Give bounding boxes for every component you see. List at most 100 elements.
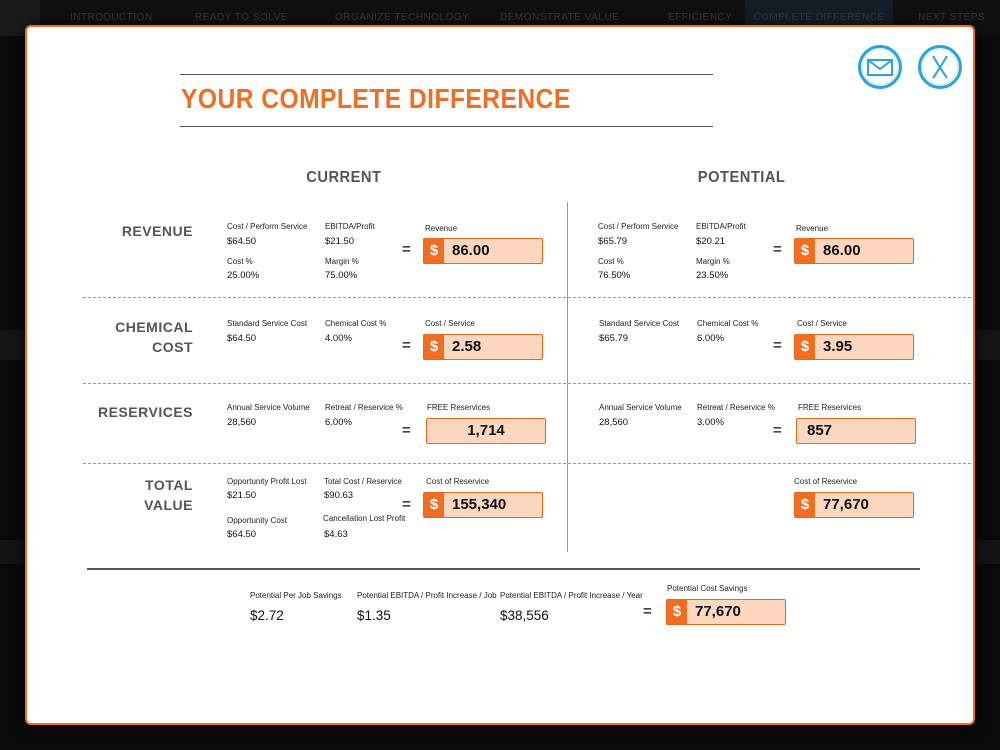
result-value: 77,670 — [695, 600, 741, 624]
margin-percent-label: Margin % — [325, 257, 359, 266]
row-label-line: VALUE — [73, 495, 193, 515]
equals-sign: = — [402, 422, 411, 439]
potential-free-reservices-result: 857 — [796, 418, 916, 444]
margin-percent-label: Margin % — [696, 257, 730, 266]
equals-sign: = — [773, 422, 782, 439]
current-heading: CURRENT — [306, 169, 381, 187]
equals-sign: = — [643, 603, 652, 620]
equals-sign: = — [773, 337, 782, 354]
cost-perform-service-value: $64.50 — [227, 236, 256, 247]
cost-perform-service-value: $65.79 — [598, 236, 627, 247]
chemical-cost-percent-value: 6.00% — [697, 333, 724, 344]
annual-service-volume-value: 28,560 — [227, 417, 256, 428]
margin-percent-value: 75.00% — [325, 270, 357, 281]
cost-percent-label: Cost % — [227, 257, 253, 266]
ebitda-profit-label: EBITDA/Profit — [696, 222, 746, 231]
total-cost-reservice-value: $90.63 — [324, 490, 353, 501]
retreat-reservice-percent-value: 6.00% — [325, 417, 352, 428]
result-value: 86.00 — [823, 239, 861, 263]
current-revenue-result: $ 86.00 — [423, 238, 543, 264]
opportunity-profit-lost-value: $21.50 — [227, 490, 256, 501]
annual-service-volume-label: Annual Service Volume — [599, 403, 682, 412]
chemical-cost-percent-label: Chemical Cost % — [697, 319, 758, 328]
title-top-rule — [180, 74, 713, 75]
margin-percent-value: 23.50% — [696, 270, 728, 281]
close-x-icon — [921, 48, 959, 86]
cost-per-service-label: Cost / Service — [797, 319, 847, 328]
dollar-icon: $ — [795, 335, 815, 359]
ebitda-profit-value: $20.21 — [696, 236, 725, 247]
potential-heading: POTENTIAL — [698, 169, 786, 187]
row-divider — [83, 383, 971, 384]
current-cost-per-service-result: $ 2.58 — [423, 334, 543, 360]
retreat-reservice-percent-label: Retreat / Reservice % — [325, 403, 403, 412]
ebitda-profit-value: $21.50 — [325, 236, 354, 247]
envelope-icon — [861, 48, 899, 86]
dollar-icon: $ — [424, 239, 444, 263]
row-label-line: CHEMICAL — [73, 317, 193, 337]
row-label-line: COST — [73, 337, 193, 357]
dollar-icon: $ — [795, 239, 815, 263]
row-label-chemical-cost: CHEMICAL COST — [73, 317, 193, 357]
cost-percent-value: 76.50% — [598, 270, 630, 281]
equals-sign: = — [773, 241, 782, 258]
equals-sign: = — [402, 496, 411, 513]
result-value: 3.95 — [823, 335, 852, 359]
annual-service-volume-value: 28,560 — [599, 417, 628, 428]
equals-sign: = — [402, 241, 411, 258]
per-job-savings-value: $2.72 — [250, 608, 284, 623]
opportunity-cost-label: Opportunity Cost — [227, 516, 287, 525]
cancellation-lost-profit-value: $4.63 — [324, 529, 348, 540]
retreat-reservice-percent-value: 3.00% — [697, 417, 724, 428]
cancellation-lost-profit-label: Cancellation Lost Profit — [323, 514, 405, 523]
free-reservices-label: FREE Reservices — [798, 403, 861, 412]
potential-cost-savings-label: Potential Cost Savings — [667, 584, 748, 593]
cost-percent-value: 25.00% — [227, 270, 259, 281]
dollar-icon: $ — [424, 335, 444, 359]
chemical-cost-percent-label: Chemical Cost % — [325, 319, 386, 328]
cost-perform-service-label: Cost / Perform Service — [598, 222, 678, 231]
row-label-line: TOTAL — [73, 475, 193, 495]
row-label-reservices: RESERVICES — [73, 402, 193, 422]
result-value: 1,714 — [427, 419, 545, 443]
result-value: 77,670 — [823, 493, 869, 517]
ebitda-increase-year-label: Potential EBITDA / Profit Increase / Yea… — [500, 591, 643, 600]
summary-rule — [87, 568, 920, 570]
total-cost-reservice-label: Total Cost / Reservice — [324, 477, 402, 486]
row-divider — [83, 297, 971, 298]
result-value: 2.58 — [452, 335, 481, 359]
row-label-total-value: TOTAL VALUE — [73, 475, 193, 515]
page-title: YOUR COMPLETE DIFFERENCE — [181, 83, 571, 115]
opportunity-profit-lost-label: Opportunity Profit Lost — [227, 477, 307, 486]
close-button[interactable] — [918, 45, 962, 89]
ebitda-increase-job-label: Potential EBITDA / Profit Increase / Job — [357, 591, 497, 600]
result-value: 86.00 — [452, 239, 490, 263]
standard-service-cost-label: Standard Service Cost — [599, 319, 679, 328]
row-label-line: REVENUE — [73, 221, 193, 241]
retreat-reservice-percent-label: Retreat / Reservice % — [697, 403, 775, 412]
current-cost-of-reservice-result: $ 155,340 — [423, 492, 543, 518]
dollar-icon: $ — [424, 493, 444, 517]
standard-service-cost-label: Standard Service Cost — [227, 319, 307, 328]
ebitda-increase-year-value: $38,556 — [500, 608, 549, 623]
standard-service-cost-value: $64.50 — [227, 333, 256, 344]
potential-cost-of-reservice-result: $ 77,670 — [794, 492, 914, 518]
standard-service-cost-value: $65.79 — [599, 333, 628, 344]
free-reservices-label: FREE Reservices — [427, 403, 490, 412]
email-button[interactable] — [858, 45, 902, 89]
column-divider — [567, 202, 568, 552]
revenue-result-label: Revenue — [796, 224, 828, 233]
opportunity-cost-value: $64.50 — [227, 529, 256, 540]
cost-of-reservice-label: Cost of Reservice — [794, 477, 857, 486]
title-bottom-rule — [180, 126, 713, 127]
chemical-cost-percent-value: 4.00% — [325, 333, 352, 344]
row-label-revenue: REVENUE — [73, 221, 193, 241]
revenue-result-label: Revenue — [425, 224, 457, 233]
result-value: 155,340 — [452, 493, 506, 517]
potential-cost-per-service-result: $ 3.95 — [794, 334, 914, 360]
cost-per-service-label: Cost / Service — [425, 319, 475, 328]
potential-cost-savings-result: $ 77,670 — [666, 599, 786, 625]
row-divider — [83, 463, 971, 464]
result-value: 857 — [807, 419, 832, 443]
dollar-icon: $ — [667, 600, 687, 624]
